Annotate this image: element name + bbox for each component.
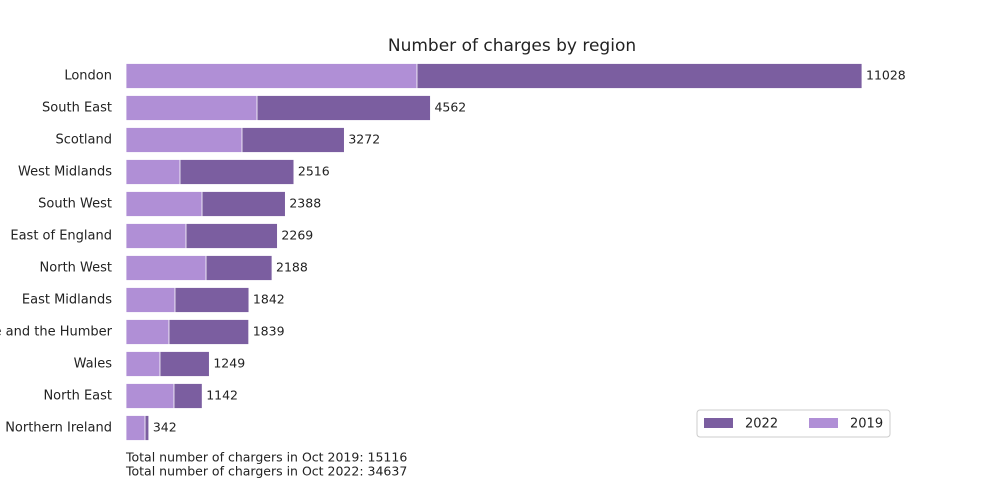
y-tick-label: East of England — [10, 229, 112, 244]
bar — [125, 319, 170, 345]
y-tick-label: North West — [40, 261, 112, 276]
data-label: 3272 — [348, 132, 380, 147]
chart-title: Number of charges by region — [388, 36, 636, 56]
data-label: 1142 — [206, 388, 238, 403]
y-tick-label: Yorkshire and the Humber — [0, 325, 113, 340]
bar — [125, 223, 187, 249]
bar — [125, 287, 176, 313]
data-label: 11028 — [866, 68, 906, 83]
data-label: 2388 — [289, 196, 321, 211]
y-tick-label: Wales — [74, 357, 113, 372]
y-tick-label: South West — [38, 197, 112, 212]
legend-label: 2019 — [850, 417, 883, 432]
legend-box — [696, 409, 891, 438]
bar — [125, 191, 203, 217]
bar — [125, 95, 258, 121]
y-tick-label: South East — [42, 101, 112, 116]
bar — [125, 383, 175, 409]
data-label: 2188 — [276, 260, 308, 275]
y-tick-label: West Midlands — [18, 165, 112, 180]
bar — [125, 127, 243, 153]
legend-swatch — [704, 418, 733, 428]
annotation: Total number of chargers in Oct 2019: 15… — [125, 450, 407, 465]
legend-label: 2022 — [745, 417, 778, 432]
bar — [125, 351, 161, 377]
y-tick-label: North East — [43, 389, 112, 404]
annotation: Total number of chargers in Oct 2022: 34… — [125, 464, 407, 479]
y-tick-label: East Midlands — [22, 293, 112, 308]
bar — [125, 415, 146, 441]
bar — [125, 255, 207, 281]
y-tick-label: Scotland — [55, 133, 112, 148]
data-label: 1839 — [253, 324, 285, 339]
bar — [125, 63, 418, 89]
data-label: 4562 — [434, 100, 466, 115]
data-label: 1249 — [213, 356, 245, 371]
y-tick-label: Northern Ireland — [5, 421, 112, 436]
bar — [125, 159, 181, 185]
data-label: 2269 — [281, 228, 313, 243]
data-label: 2516 — [298, 164, 330, 179]
y-tick-label: London — [64, 69, 112, 84]
data-label: 342 — [153, 420, 177, 435]
legend-swatch — [809, 418, 838, 428]
data-label: 1842 — [253, 292, 285, 307]
